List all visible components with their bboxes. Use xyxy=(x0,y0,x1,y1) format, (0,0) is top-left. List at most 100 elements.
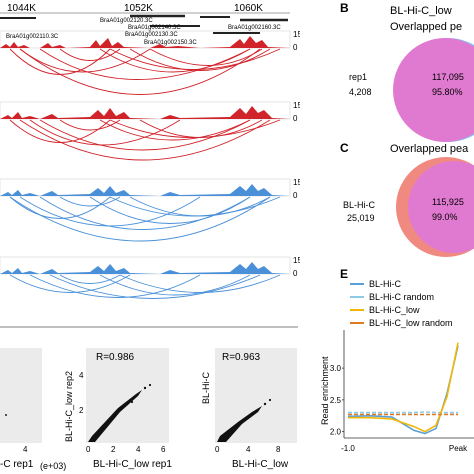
gene-track: BraA01g002120.3C BraA01g002140.3C BraA01… xyxy=(0,14,288,46)
chart-ytick-label: 3.0 xyxy=(330,364,342,373)
scatter-3-xtick-0: 0 xyxy=(215,445,220,454)
scatter-plot-1: 4 -C rep1 (e+03) xyxy=(0,348,66,471)
chart-xtick-label: Peak xyxy=(449,444,468,453)
track-blue-1: 15 0 xyxy=(0,178,302,242)
panel-b: B BL-Hi-C_low Overlapped pe rep1 4,208 1… xyxy=(340,1,474,142)
scatter-plot-2: BL-Hi-C_low rep2 2 4 R=0.986 0 2 4 6 BL-… xyxy=(64,348,172,470)
interaction-arcs xyxy=(9,196,281,242)
signal-peaks xyxy=(0,106,290,119)
scatter-plot-area xyxy=(0,348,42,443)
scatter-point xyxy=(148,383,152,387)
panel-c: C Overlapped pea BL-Hi-C 25,019 115,925 … xyxy=(340,141,474,257)
gene-label-002130: BraA01g002130.3C xyxy=(125,32,178,38)
scatter-point xyxy=(143,386,147,390)
venn-b-left-label: rep1 xyxy=(349,72,367,82)
coordinate-ruler: 1044K 1052K 1060K xyxy=(0,3,290,14)
scatter-1-xlabel: -C rep1 xyxy=(0,459,34,470)
chart-series xyxy=(347,342,459,435)
scale-min: 0 xyxy=(293,269,298,278)
scatter-plot-area xyxy=(86,348,169,443)
scatter-2-ytick-4: 4 xyxy=(79,371,84,380)
chart-ylabel: Read enrichment xyxy=(320,356,330,425)
legend-label-bl-hic-low: BL-Hi-C_low xyxy=(369,305,420,315)
scatter-point xyxy=(125,402,129,406)
scatter-2-xtick-0: 0 xyxy=(86,445,91,454)
venn-c-overlap-pct: 99.0% xyxy=(432,212,458,222)
scatter-2-ytick-2: 2 xyxy=(79,406,84,415)
scale-max: 15 xyxy=(293,101,302,110)
scatter-1-unit: (e+03) xyxy=(40,461,66,471)
gene-label-002140: BraA01g002140.3C xyxy=(128,25,181,31)
scatter-2-ylabel: BL-Hi-C_low rep2 xyxy=(64,371,74,442)
chart-ytick-label: 2.5 xyxy=(330,396,342,405)
gene-label-002160: BraA01g002160.3C xyxy=(228,25,281,31)
venn-circle-bl-hic-low xyxy=(408,161,474,253)
scatter-2-xtick-4: 4 xyxy=(136,445,141,454)
chart-ytick-label: 2.0 xyxy=(330,428,342,437)
venn-c-left-label: BL-Hi-C xyxy=(343,200,376,210)
venn-b-overlap-count: 117,095 xyxy=(432,72,464,82)
chart-legend: BL-Hi-C BL-Hi-C random BL-Hi-C_low BL-Hi… xyxy=(350,279,453,328)
scale-min: 0 xyxy=(293,191,298,200)
gene-label-002150: BraA01g002150.3C xyxy=(144,40,197,46)
scatter-1-xtick: 4 xyxy=(23,445,28,454)
scatter-point-cloud xyxy=(217,406,262,442)
panel-c-letter: C xyxy=(340,141,349,155)
venn-b-overlap-pct: 95.80% xyxy=(432,87,463,97)
chart-ticks: 2.0 2.5 3.0 -1.0 Peak xyxy=(330,364,468,453)
venn-circle-rep1 xyxy=(393,38,474,142)
scale-max: 15 xyxy=(293,256,302,265)
scatter-plot-area xyxy=(215,348,297,443)
interaction-arcs xyxy=(9,274,281,299)
gene-label-002120: BraA01g002120.3C xyxy=(100,18,153,24)
track-red-1: 15 0 xyxy=(0,30,302,95)
scatter-3-xtick-8: 8 xyxy=(276,445,281,454)
panel-b-title-line1: BL-Hi-C_low xyxy=(390,5,452,17)
scatter-point-cloud xyxy=(88,390,142,442)
signal-peaks xyxy=(0,36,290,48)
chart-series-bl-hi-c-low xyxy=(348,342,459,433)
scatter-2-xlabel: BL-Hi-C_low rep1 xyxy=(93,459,172,470)
panel-c-title: Overlapped pea xyxy=(390,143,469,155)
scale-min: 0 xyxy=(293,43,298,52)
scatter-3-xlabel: BL-Hi-C_low xyxy=(232,459,289,470)
panel-e: E BL-Hi-C BL-Hi-C random BL-Hi-C_low BL-… xyxy=(320,267,474,453)
scale-max: 15 xyxy=(293,178,302,187)
panel-b-letter: B xyxy=(340,1,349,15)
scatter-2-xtick-6: 6 xyxy=(161,445,166,454)
gene-label-002110: BraA01g002110.3C xyxy=(6,34,59,40)
scale-max: 15 xyxy=(293,30,302,39)
scatter-3-r-value: R=0.963 xyxy=(222,352,261,363)
signal-peaks xyxy=(0,262,290,274)
scatter-point xyxy=(130,400,134,404)
scatter-plot-3: BL-Hi-C R=0.963 0 4 8 BL-Hi-C_low xyxy=(201,348,297,470)
venn-c-left-count: 25,019 xyxy=(347,213,375,223)
scatter-2-xtick-2: 2 xyxy=(111,445,116,454)
signal-peaks xyxy=(0,184,290,196)
track-blue-2: 15 0 xyxy=(0,256,302,299)
track-red-2: 15 0 xyxy=(0,101,302,161)
venn-c-overlap-count: 115,925 xyxy=(432,197,464,207)
interaction-arcs xyxy=(9,48,281,95)
scatter-3-xtick-4: 4 xyxy=(246,445,251,454)
scale-min: 0 xyxy=(293,114,298,123)
scatter-2-r-value: R=0.986 xyxy=(96,352,135,363)
interaction-arcs xyxy=(9,119,281,161)
coord-label-1060k: 1060K xyxy=(234,3,263,14)
legend-label-bl-hic-random: BL-Hi-C random xyxy=(369,292,434,302)
legend-label-bl-hic: BL-Hi-C xyxy=(369,279,402,289)
panel-e-letter: E xyxy=(340,267,348,281)
scatter-point xyxy=(246,416,250,420)
scatter-point xyxy=(5,414,7,416)
chart-xtick-label: -1.0 xyxy=(341,444,355,453)
legend-label-bl-hic-low-random: BL-Hi-C_low random xyxy=(369,318,453,328)
chart-series-bl-hi-c-random xyxy=(348,411,458,414)
coord-label-1044k: 1044K xyxy=(7,3,36,14)
coord-label-1052k: 1052K xyxy=(124,3,153,14)
chart-series-bl-hi-c xyxy=(347,345,459,435)
panel-b-title-line2: Overlapped pe xyxy=(390,21,462,33)
scatter-point xyxy=(263,402,267,406)
scatter-3-ylabel: BL-Hi-C xyxy=(201,371,211,404)
panel-a: 1044K 1052K 1060K BraA01g002120.3C BraA0… xyxy=(0,3,302,328)
